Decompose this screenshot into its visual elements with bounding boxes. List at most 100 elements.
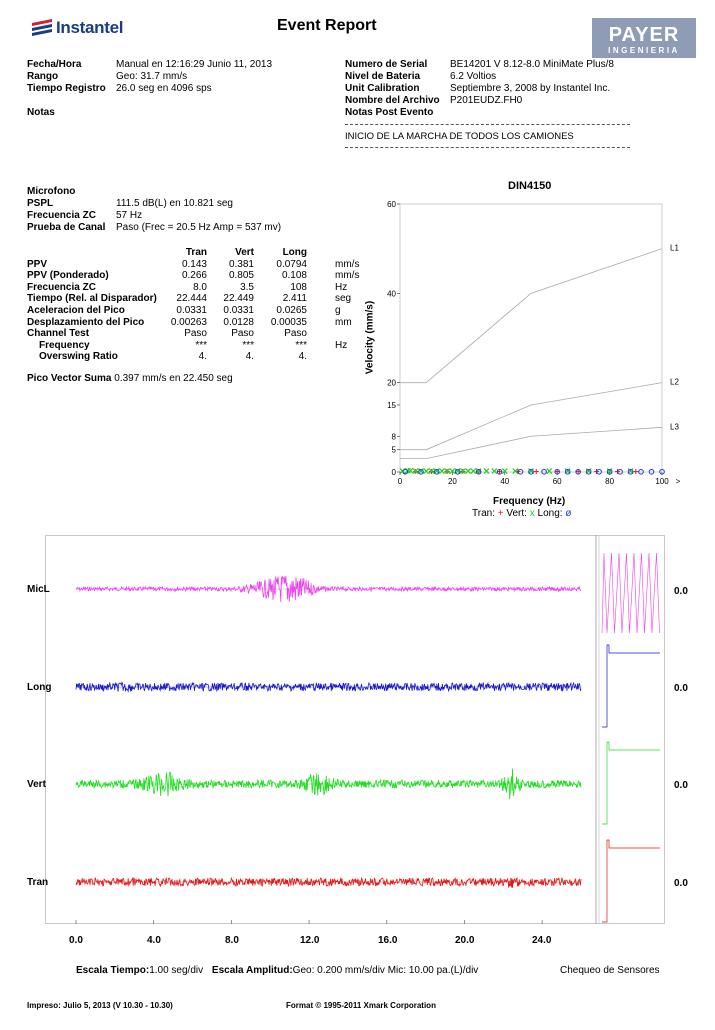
cell-unit: mm/s: [335, 258, 360, 270]
payer-logo-sub: INGENIERIA: [608, 46, 680, 55]
waveform-tran: [75, 876, 582, 888]
mic-value: Paso (Frec = 20.5 Hz Amp = 537 mv): [116, 222, 282, 233]
info-label: Nivel de Bateria: [345, 71, 421, 82]
din-chart-title: DIN4150: [508, 180, 552, 192]
mic-row: PSPL 111.5 dB(L) en 10.821 seg: [27, 198, 281, 210]
row-label: Overswing Ratio: [39, 351, 118, 363]
din-point-vert: [546, 468, 553, 475]
pvs-value: 0.397 mm/s en 22.450 seg: [114, 373, 233, 384]
info-label: Numero de Serial: [345, 59, 428, 70]
cell-long: 0.0265: [276, 304, 307, 316]
din-limit-label-l2: L2: [670, 378, 679, 387]
din-point-vert: [483, 468, 490, 475]
escala-tiempo-label: Escala Tiempo:: [76, 965, 150, 976]
print-date: Impreso: Julio 5, 2013 (V 10.30 - 10.30): [27, 1001, 173, 1010]
din-limit-label-l3: L3: [670, 422, 679, 431]
din-x-tick-label: 40: [500, 477, 509, 486]
info-label: Tiempo Registro: [27, 83, 106, 94]
escala-amplitud-label: Escala Amplitud:: [211, 965, 293, 976]
din-point-tran: [533, 469, 539, 475]
din-point-long: [617, 468, 623, 475]
info-value: Manual en 12:16:29 Junio 11, 2013: [116, 59, 273, 70]
info-label: Nombre del Archivo: [345, 95, 440, 106]
row-label: PPV (Ponderado): [27, 270, 109, 282]
info-row: Numero de Serial BE14201 V 8.12-8.0 MiniM…: [345, 59, 614, 71]
cell-long: Paso: [284, 328, 307, 340]
cell-vert: 0.381: [228, 258, 254, 270]
din-point-vert: [491, 468, 498, 475]
din-y-tick-label: 5: [392, 446, 397, 455]
cell-unit: Hz: [335, 281, 348, 293]
legend-label-vert: Vert:: [506, 508, 527, 519]
channel-label-tran: Tran: [27, 877, 49, 888]
din-point-long: [606, 468, 613, 475]
cell-long: 0.0794: [276, 258, 307, 270]
cell-long: 4.: [298, 351, 307, 363]
instantel-logo: Instantel: [30, 16, 140, 40]
column-header: Vert: [235, 247, 254, 258]
waveform-vert: [75, 768, 582, 800]
escala-tiempo-value: 1.00 seg/div: [149, 965, 204, 976]
logo-text: Instantel: [56, 18, 124, 37]
legend-marker-vert: x: [529, 508, 535, 519]
payer-logo: PAYER INGENIERIA: [592, 18, 696, 58]
table-row: Channel Test Paso Paso Paso: [27, 328, 375, 340]
channel-value-micl: 0.0: [674, 586, 688, 597]
mic-label: Prueba de Canal: [27, 222, 106, 233]
din-point-vert: [438, 468, 445, 475]
din-point-vert: [470, 468, 477, 475]
channel-label-long: Long: [27, 682, 52, 693]
din-point-long: [575, 468, 581, 475]
din-y-tick-label: 0: [392, 468, 397, 477]
measurements-table: Tran Vert Long PPV 0.143 0.381 0.0794 mm/s P…: [27, 247, 375, 363]
din-y-tick-label: 60: [387, 200, 396, 209]
din-point-long: [496, 468, 503, 475]
legend-label-tran: Tran:: [472, 508, 495, 519]
info-value: P201EUDZ.FH0: [450, 95, 523, 106]
info-right: Numero de Serial BE14201 V 8.12-8.0 MiniM…: [345, 59, 614, 119]
din-limit-line-l2: [400, 382, 663, 451]
din4150-chart: 0 5 8 15 20 40 60 0 20 40 60 80 100 > L1 L2 L3: [387, 200, 681, 486]
din-point-long: [528, 468, 534, 475]
din-point-long: [541, 468, 547, 475]
info-row: Unit Calibration Septiembre 3, 2008 by In…: [345, 83, 614, 95]
cell-tran: 4.: [198, 351, 207, 363]
table-row: Aceleracion del Pico 0.0331 0.0331 0.0265 g: [27, 305, 375, 317]
row-label: Tiempo (Rel. al Disparador): [27, 293, 157, 305]
cell-long: 108: [290, 281, 307, 293]
pvs-row: Pico Vector Suma 0.397 mm/s en 22.450 se…: [27, 373, 233, 384]
din-point-vert: [407, 467, 414, 474]
cell-tran: Paso: [184, 328, 207, 340]
sensor-pulse-micl: [601, 552, 660, 634]
din-x-tick-label: 20: [448, 477, 457, 486]
table-row: Overswing Ratio 4. 4. 4.: [27, 351, 375, 363]
cell-vert: 22.449: [223, 293, 254, 305]
info-value: BE14201 V 8.12-8.0 MiniMate Plus/8: [450, 59, 614, 70]
info-row: Fecha/Hora Manual en 12:16:29 Junio 11, 2…: [27, 59, 272, 71]
cell-unit: Hz: [335, 339, 348, 351]
info-row: Nivel de Bateria 6.2 Voltios: [345, 71, 614, 83]
table-row: Frecuencia ZC 8.0 3.5 108 Hz: [27, 282, 375, 294]
info-label: Rango: [27, 71, 59, 82]
mic-value: 111.5 dB(L) en 10.821 seg: [116, 198, 233, 209]
time-tick-label: 16.0: [378, 935, 398, 946]
row-label: Channel Test: [27, 328, 90, 340]
table-row: PPV (Ponderado) 0.266 0.805 0.108 mm/s: [27, 270, 375, 282]
cell-tran: 0.0331: [176, 304, 207, 316]
row-label: Aceleracion del Pico: [27, 304, 125, 316]
cell-vert: Paso: [231, 328, 254, 340]
din-y-tick-label: 15: [387, 401, 396, 410]
sensor-pulse-tran: [602, 839, 660, 923]
din-point-long: [517, 468, 524, 475]
din-y-tick-label: 40: [387, 289, 396, 298]
mic-label: PSPL: [27, 198, 54, 209]
din-limit-line-l1: [400, 248, 663, 384]
payer-logo-main: PAYER: [608, 24, 680, 46]
channel-label-vert: Vert: [27, 779, 46, 790]
cell-vert: 4.: [245, 351, 254, 363]
info-row: Rango Geo: 31.7 mm/s: [27, 71, 272, 83]
din-point-long: [564, 468, 571, 475]
din-point-vert: [423, 468, 430, 475]
time-tick-label: 8.0: [225, 935, 239, 946]
sensor-pulse-vert: [602, 741, 660, 825]
